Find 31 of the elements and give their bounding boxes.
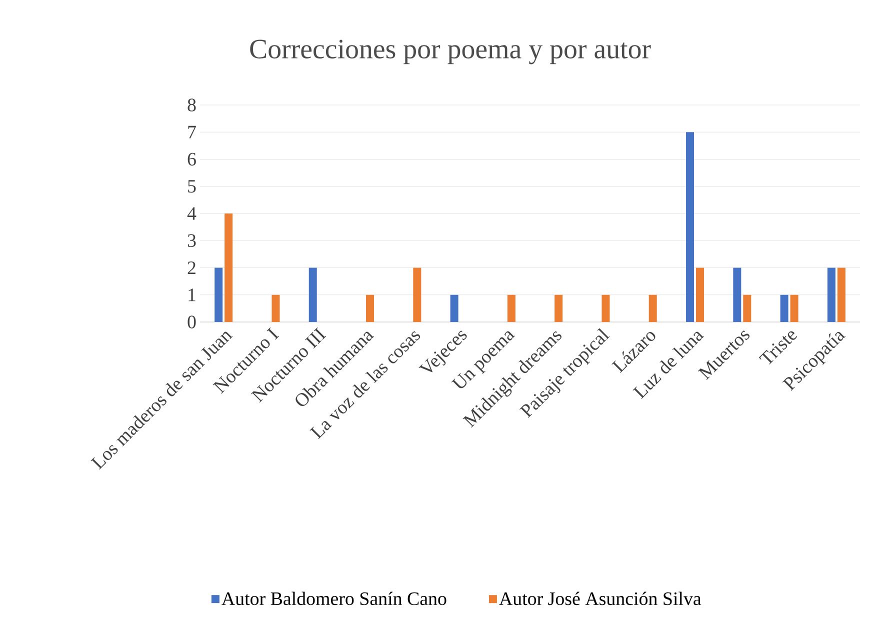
bar <box>214 268 223 322</box>
bar <box>554 294 563 322</box>
bar <box>413 268 422 322</box>
bar <box>780 294 788 322</box>
legend-label: Autor José Asunción Silva <box>499 592 702 606</box>
bar <box>733 268 742 322</box>
bar <box>507 294 516 322</box>
bar <box>366 294 374 322</box>
bar <box>308 268 317 322</box>
bar <box>837 268 846 322</box>
y-tick-label: 7 <box>188 126 196 138</box>
bar <box>450 294 458 322</box>
y-tick-label: 5 <box>188 180 196 193</box>
bar <box>272 294 280 322</box>
bar <box>224 213 233 322</box>
chart-title: Correcciones por poema y por autor <box>250 40 651 64</box>
y-tick-label: 1 <box>188 288 196 302</box>
y-tick-label: 4 <box>187 207 196 220</box>
legend-label: Autor Baldomero Sanín Cano <box>222 592 446 606</box>
y-tick-label: 2 <box>188 261 196 274</box>
y-tick-label: 3 <box>188 234 196 247</box>
bar <box>827 268 836 322</box>
bar <box>648 294 657 322</box>
y-tick-label: 0 <box>188 316 196 328</box>
bar <box>743 294 752 322</box>
bar <box>602 294 610 322</box>
bar <box>790 294 798 322</box>
bar <box>696 268 704 322</box>
y-tick-label: 6 <box>188 152 196 166</box>
y-tick-label: 8 <box>188 98 196 112</box>
bar <box>686 132 694 322</box>
